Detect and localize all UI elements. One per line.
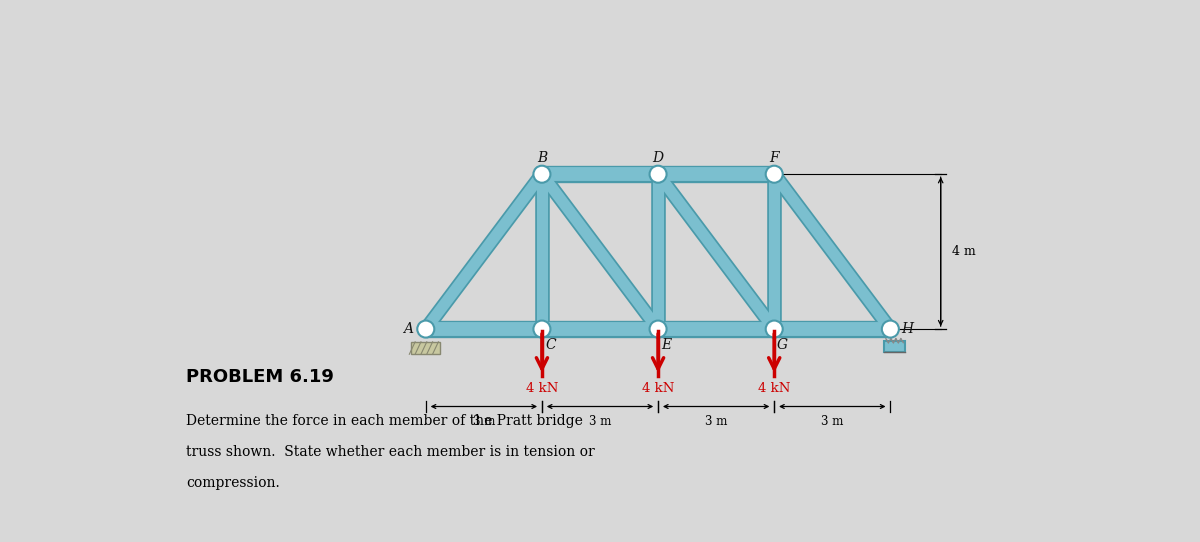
Text: 4 kN: 4 kN <box>758 383 791 396</box>
Text: B: B <box>536 151 547 165</box>
Text: truss shown.  State whether each member is in tension or: truss shown. State whether each member i… <box>186 445 594 459</box>
Text: 3 m: 3 m <box>704 415 727 428</box>
Text: C: C <box>545 338 556 352</box>
Text: D: D <box>653 151 664 165</box>
Text: 3 m: 3 m <box>473 415 496 428</box>
Text: 4 kN: 4 kN <box>526 383 558 396</box>
Text: G: G <box>778 338 788 352</box>
Text: A: A <box>403 322 413 336</box>
Text: compression.: compression. <box>186 476 280 490</box>
Bar <box>884 341 905 352</box>
Circle shape <box>418 320 434 338</box>
Circle shape <box>766 166 782 183</box>
Circle shape <box>534 166 551 183</box>
Text: E: E <box>661 338 672 352</box>
Text: 4 m: 4 m <box>953 245 976 258</box>
Circle shape <box>649 166 666 183</box>
Text: Determine the force in each member of the Pratt bridge: Determine the force in each member of th… <box>186 414 583 428</box>
Text: F: F <box>769 151 779 165</box>
Text: 3 m: 3 m <box>821 415 844 428</box>
Circle shape <box>649 320 666 338</box>
Text: PROBLEM 6.19: PROBLEM 6.19 <box>186 368 334 386</box>
Text: 4 kN: 4 kN <box>642 383 674 396</box>
Bar <box>412 342 440 354</box>
Circle shape <box>534 320 551 338</box>
Circle shape <box>766 320 782 338</box>
Text: H: H <box>901 322 914 336</box>
Circle shape <box>882 320 899 338</box>
Text: 3 m: 3 m <box>589 415 611 428</box>
